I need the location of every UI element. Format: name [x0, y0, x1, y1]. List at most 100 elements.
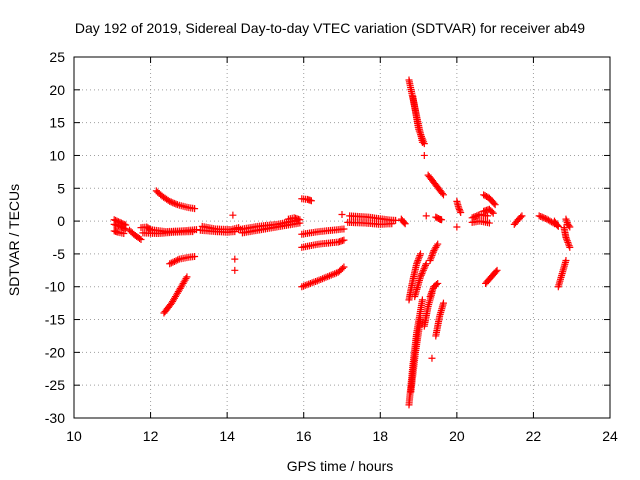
data-point — [439, 191, 447, 199]
data-point — [296, 216, 304, 224]
data-points — [110, 76, 574, 409]
data-point — [171, 257, 178, 265]
data-point — [413, 258, 421, 266]
data-point — [307, 197, 315, 205]
data-point — [422, 261, 430, 269]
data-point — [229, 211, 237, 219]
data-point — [308, 279, 316, 287]
data-point — [400, 219, 408, 227]
data-point — [174, 256, 182, 264]
plot-frame — [73, 56, 611, 419]
data-point — [439, 299, 447, 307]
data-point — [338, 264, 346, 272]
data-point — [172, 257, 180, 265]
data-point — [392, 216, 400, 224]
data-point — [169, 199, 177, 207]
y-axis-label: SDTVAR / TECUs — [6, 184, 22, 296]
data-point — [422, 260, 430, 268]
data-point — [562, 234, 570, 241]
data-point — [416, 250, 424, 258]
data-point — [427, 291, 435, 299]
data-point — [493, 266, 501, 274]
x-tick-label: 20 — [449, 428, 465, 444]
data-point — [172, 200, 180, 208]
data-point — [427, 253, 435, 261]
data-point — [432, 281, 440, 289]
data-point — [453, 223, 461, 231]
data-point — [554, 222, 562, 230]
data-point — [433, 242, 441, 250]
y-axis-ticks: -30 -25 -20 -15 -10 -5 0 5 10 15 20 25 — [45, 49, 610, 426]
data-point — [455, 204, 463, 212]
data-point — [485, 219, 493, 227]
data-point — [189, 228, 197, 236]
x-axis-label: GPS time / hours — [287, 458, 394, 474]
data-point — [417, 271, 425, 279]
data-point — [419, 266, 427, 274]
data-point — [429, 286, 437, 294]
data-point — [553, 221, 561, 229]
data-point — [538, 213, 546, 221]
data-point — [136, 234, 144, 242]
data-point — [428, 288, 436, 296]
data-point — [120, 230, 128, 238]
plot-border — [73, 56, 611, 419]
data-point — [565, 240, 573, 248]
grid — [74, 57, 610, 418]
data-point — [428, 354, 436, 362]
data-point — [566, 223, 574, 231]
data-point — [426, 256, 434, 264]
data-point — [434, 279, 442, 287]
data-point — [426, 293, 434, 301]
data-point — [413, 260, 421, 268]
data-point — [416, 252, 424, 260]
x-tick-label: 10 — [66, 428, 82, 444]
data-point — [488, 208, 496, 216]
data-point — [183, 273, 191, 281]
y-tick-label: 10 — [49, 147, 65, 163]
data-point — [565, 222, 573, 230]
data-point — [120, 220, 128, 228]
data-point — [306, 279, 314, 287]
data-point — [414, 256, 422, 264]
data-point — [166, 260, 174, 268]
data-point — [231, 255, 239, 263]
data-point — [420, 265, 428, 273]
data-point — [421, 263, 429, 271]
data-point — [429, 248, 437, 256]
data-point — [170, 199, 178, 207]
data-point — [489, 209, 497, 217]
data-point — [231, 228, 239, 236]
data-point — [540, 214, 548, 222]
data-point — [457, 209, 465, 217]
data-point — [428, 252, 436, 260]
y-tick-label: 25 — [49, 49, 65, 65]
data-point — [191, 253, 199, 261]
data-point — [313, 277, 321, 285]
y-tick-label: -20 — [45, 344, 65, 360]
data-point — [422, 212, 430, 220]
data-point — [491, 201, 499, 209]
x-tick-label: 14 — [219, 428, 235, 444]
data-point — [483, 212, 491, 220]
data-point — [298, 283, 306, 291]
data-point — [416, 273, 424, 281]
data-point — [418, 270, 426, 278]
data-point — [137, 235, 145, 243]
data-point — [429, 250, 437, 258]
data-point — [492, 268, 500, 276]
data-point — [340, 263, 348, 271]
data-point — [438, 216, 446, 224]
data-point — [565, 242, 573, 250]
x-tick-label: 18 — [372, 428, 388, 444]
x-tick-label: 12 — [143, 428, 159, 444]
data-point — [300, 282, 308, 290]
data-point — [164, 196, 172, 204]
data-point — [427, 255, 435, 263]
data-point — [193, 226, 201, 234]
data-point — [427, 289, 435, 297]
data-point — [535, 212, 543, 220]
x-axis-ticks: 10 12 14 16 18 20 22 24 — [66, 57, 618, 444]
data-point — [455, 205, 463, 213]
data-point — [563, 237, 571, 245]
